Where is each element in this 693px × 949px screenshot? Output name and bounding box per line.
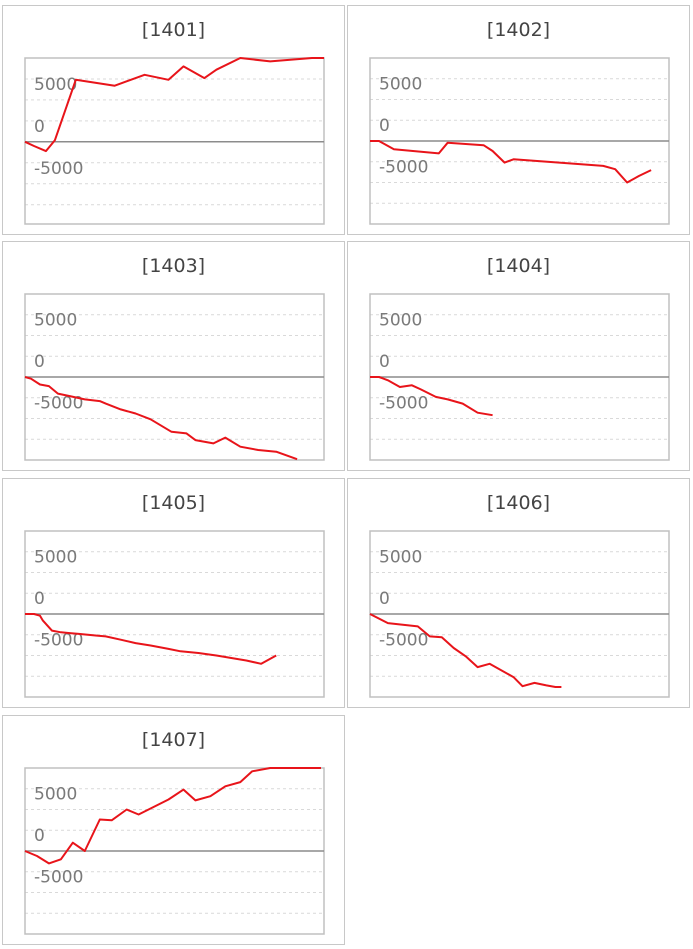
chart-title: [1407]	[141, 729, 206, 751]
series-line	[24, 376, 298, 461]
y-tick-label: 0	[34, 117, 45, 137]
y-tick-label: 5000	[379, 548, 422, 568]
series-line	[369, 613, 562, 688]
y-tick-label: 5000	[34, 75, 77, 95]
chart-title: [1403]	[141, 255, 206, 277]
plot-area: 5000 0 -5000	[24, 293, 325, 461]
plot-area: 5000 0 -5000	[369, 293, 670, 461]
y-tick-label: -5000	[34, 159, 83, 179]
chart-panel-1402: [1402] 5000 0 -5000	[347, 5, 690, 235]
series-line	[25, 613, 277, 665]
plot-area: 5000 0 -5000	[24, 530, 325, 698]
plot-area: 5000 0 -5000	[24, 767, 325, 935]
y-tick-label: 0	[34, 826, 45, 846]
y-tick-label: -5000	[34, 631, 83, 651]
y-tick-label: 0	[379, 352, 390, 372]
series-line	[24, 57, 324, 153]
y-tick-label: 5000	[34, 548, 77, 568]
y-tick-label: 5000	[34, 311, 77, 331]
chart-title: [1404]	[486, 255, 551, 277]
chart-panel-1403: [1403] 5000 0 -5000	[2, 241, 345, 471]
chart-panel-1401: [1401] 5000 0 -5000	[2, 5, 345, 235]
y-tick-label: 0	[379, 589, 390, 609]
series-line	[370, 376, 493, 417]
chart-title: [1405]	[141, 492, 206, 514]
y-tick-label: -5000	[379, 158, 428, 178]
chart-panel-1407: [1407] 5000 0 -5000	[2, 715, 345, 945]
y-tick-label: 5000	[34, 785, 77, 805]
chart-panel-1405: [1405] 5000 0 -5000	[2, 478, 345, 708]
chart-panel-1406: [1406] 5000 0 -5000	[347, 478, 690, 708]
y-tick-label: 5000	[379, 311, 422, 331]
y-tick-label: -5000	[379, 394, 428, 414]
chart-title: [1406]	[486, 492, 551, 514]
plot-frame	[24, 57, 325, 225]
y-tick-label: -5000	[34, 394, 83, 414]
chart-title: [1402]	[486, 19, 551, 41]
plot-area: 5000 0 -5000	[369, 57, 670, 225]
series-line	[24, 767, 321, 865]
y-tick-label: 0	[379, 116, 390, 136]
chart-panel-1404: [1404] 5000 0 -5000	[347, 241, 690, 471]
y-tick-label: 5000	[379, 75, 422, 95]
plot-area: 5000 0 -5000	[369, 530, 670, 698]
y-tick-label: -5000	[34, 868, 83, 888]
chart-title: [1401]	[141, 19, 206, 41]
series-line	[370, 140, 652, 184]
y-tick-label: 0	[34, 352, 45, 372]
y-tick-label: 0	[34, 589, 45, 609]
y-tick-label: -5000	[379, 631, 428, 651]
plot-area: 5000 0 -5000	[24, 57, 325, 225]
